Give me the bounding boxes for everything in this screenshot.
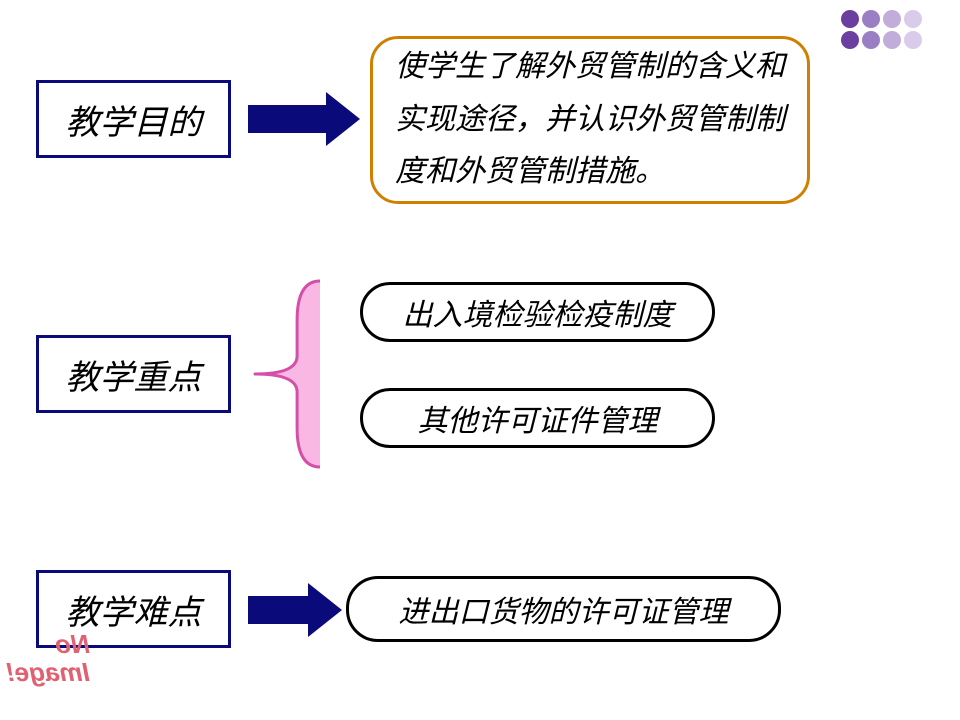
watermark-line2: Image! (6, 659, 90, 686)
text-focus-item1: 出入境检验检疫制度 (403, 290, 673, 334)
text-objective-content: 使学生了解外贸管制的含义和实现途径，并认识外贸管制制度和外贸管制措施。 (395, 41, 785, 199)
decor-dots (841, 8, 946, 58)
box-focus-item1: 出入境检验检疫制度 (360, 282, 715, 342)
watermark-noimage: No Image! (6, 631, 90, 686)
arrow-row1 (248, 92, 360, 146)
bracket-focus (252, 278, 334, 470)
label-teaching-difficulty: 教学难点 (66, 585, 202, 634)
box-difficulty-content: 进出口货物的许可证管理 (346, 576, 781, 642)
box-teaching-objective: 教学目的 (36, 80, 231, 158)
box-focus-item2: 其他许可证件管理 (360, 388, 715, 448)
box-teaching-focus: 教学重点 (36, 335, 231, 413)
label-teaching-focus: 教学重点 (66, 350, 202, 399)
watermark-line1: No (6, 631, 90, 658)
box-objective-content: 使学生了解外贸管制的含义和实现途径，并认识外贸管制制度和外贸管制措施。 (370, 36, 810, 204)
text-difficulty-content: 进出口货物的许可证管理 (399, 587, 729, 631)
label-teaching-objective: 教学目的 (66, 95, 202, 144)
arrow-row3 (248, 583, 342, 637)
text-focus-item2: 其他许可证件管理 (418, 396, 658, 440)
